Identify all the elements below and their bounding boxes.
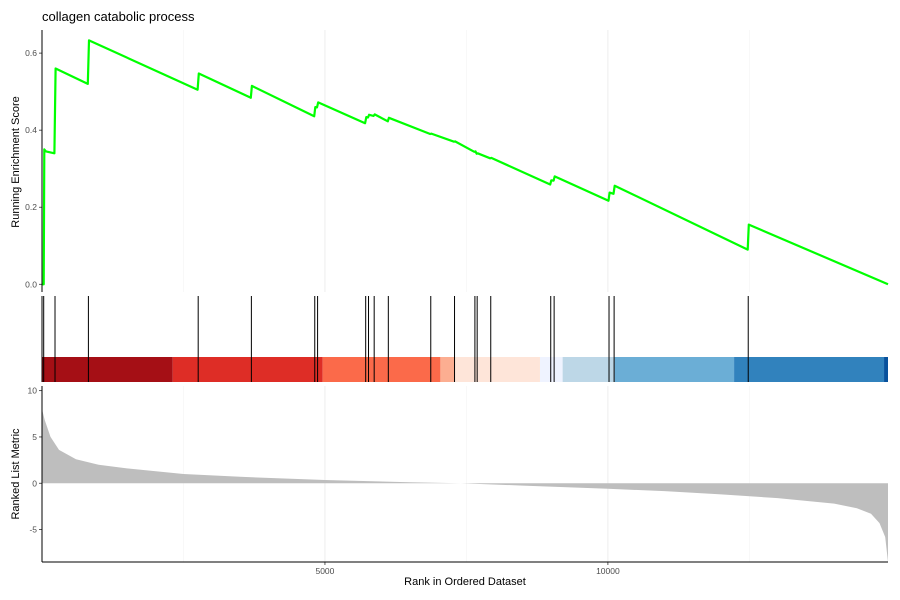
- x-axis-label: Rank in Ordered Dataset: [404, 576, 526, 588]
- rank-color-band: [440, 357, 456, 382]
- axis-lines: [41, 30, 888, 563]
- enrichment-score-panel: 0.0 0.2 0.4 0.6: [25, 30, 889, 292]
- chart-title: collagen catabolic process: [42, 9, 195, 24]
- enrichment-score-line: [42, 39, 889, 286]
- rank-color-band: [455, 357, 540, 382]
- rank-color-band: [884, 357, 888, 382]
- x-tick-label: 5000: [315, 566, 334, 576]
- rank-color-bar: [42, 357, 888, 382]
- ranked-metric-area: [42, 409, 888, 562]
- x-tick-label: 10000: [596, 566, 620, 576]
- rank-color-band: [42, 357, 173, 382]
- ranked-metric-y-ticks: 10 5 0 -5: [28, 386, 42, 535]
- enrichment-y-axis-label: Running Enrichment Score: [10, 96, 22, 227]
- ranked-metric-y-axis-label: Ranked List Metric: [10, 428, 22, 520]
- ranked-metric-y-tick-label: 5: [32, 432, 37, 442]
- gene-hits-panel: [42, 296, 888, 382]
- enrichment-y-ticks: 0.0 0.2 0.4 0.6: [25, 48, 42, 289]
- rank-color-band: [172, 357, 323, 382]
- enrichment-y-tick-label: 0.2: [25, 202, 37, 212]
- rank-color-band: [539, 357, 563, 382]
- ranked-metric-y-tick-label: 0: [32, 478, 37, 488]
- rank-color-band: [614, 357, 735, 382]
- enrichment-grid: [183, 30, 750, 292]
- ranked-metric-y-tick-label: 10: [28, 386, 38, 396]
- x-axis-ticks: 5000 10000: [315, 562, 620, 576]
- ranked-metric-panel: 10 5 0 -5 5000 10000: [28, 386, 888, 576]
- enrichment-y-tick-label: 0.0: [25, 279, 37, 289]
- ranked-metric-grid: [183, 386, 750, 562]
- gene-hit-lines: [43, 296, 749, 382]
- enrichment-y-tick-label: 0.4: [25, 125, 37, 135]
- rank-color-band: [734, 357, 885, 382]
- ranked-metric-y-tick-label: -5: [29, 525, 37, 535]
- enrichment-y-tick-label: 0.6: [25, 48, 37, 58]
- rank-color-band: [322, 357, 441, 382]
- rank-color-band: [562, 357, 615, 382]
